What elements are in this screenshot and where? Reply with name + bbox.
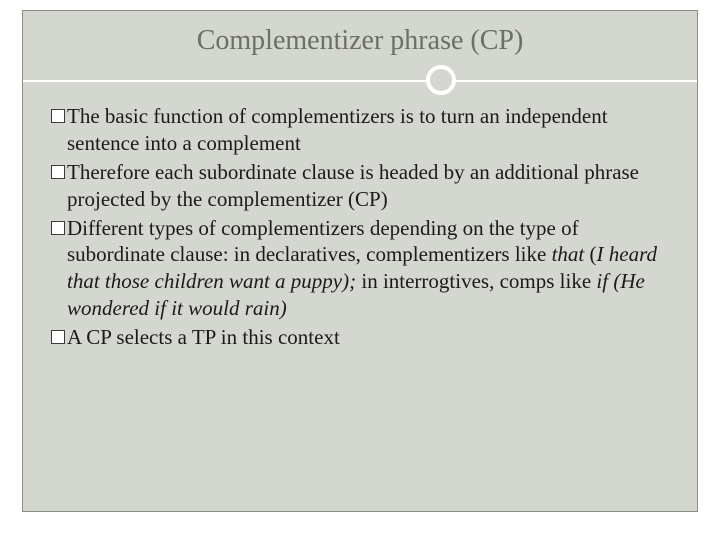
content-box: Complementizer phrase (CP) The basic fun… bbox=[22, 10, 698, 512]
list-item: The basic function of complementizers is… bbox=[51, 103, 669, 157]
bullet-list: The basic function of complementizers is… bbox=[23, 103, 697, 351]
bullet-text: The basic function of complementizers is… bbox=[67, 103, 669, 157]
list-item: Therefore each subordinate clause is hea… bbox=[51, 159, 669, 213]
bullet-square-icon bbox=[51, 165, 65, 179]
bullet-text: Different types of complementizers depen… bbox=[67, 215, 669, 323]
slide: Complementizer phrase (CP) The basic fun… bbox=[0, 0, 720, 540]
list-item: A CP selects a TP in this context bbox=[51, 324, 669, 351]
list-item: Different types of complementizers depen… bbox=[51, 215, 669, 323]
bullet-square-icon bbox=[51, 109, 65, 123]
title-divider bbox=[23, 63, 697, 97]
bullet-square-icon bbox=[51, 330, 65, 344]
bullet-text: Therefore each subordinate clause is hea… bbox=[67, 159, 669, 213]
divider-line bbox=[23, 80, 697, 82]
divider-circle-icon bbox=[426, 65, 456, 95]
slide-title: Complementizer phrase (CP) bbox=[23, 11, 697, 63]
bullet-text: A CP selects a TP in this context bbox=[67, 324, 340, 351]
bullet-square-icon bbox=[51, 221, 65, 235]
